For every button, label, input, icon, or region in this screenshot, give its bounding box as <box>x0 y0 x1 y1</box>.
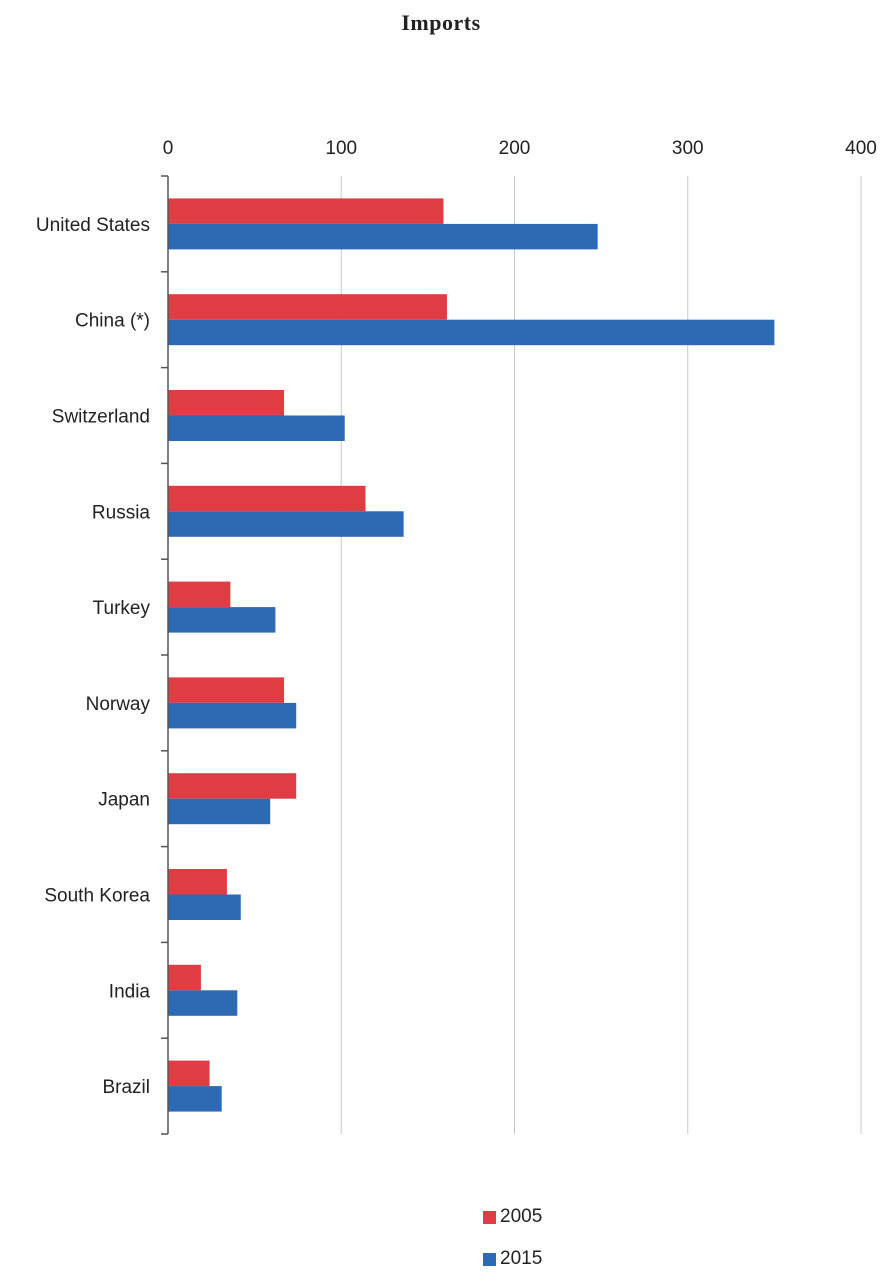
x-tick-label-300: 300 <box>672 138 704 159</box>
bar-2015-norway <box>168 702 297 729</box>
legend: 2005 2015 <box>483 1203 542 1287</box>
x-tick-label-0: 0 <box>163 138 174 159</box>
category-label: Japan <box>98 790 150 811</box>
x-tick-label-200: 200 <box>499 138 531 159</box>
x-tick-label-100: 100 <box>325 138 357 159</box>
bar-2005-japan <box>168 773 297 799</box>
bar-2015-brazil <box>168 1086 222 1112</box>
category-label: China (*) <box>75 311 150 332</box>
y-axis <box>161 175 169 1135</box>
bar-2015-china <box>168 319 775 346</box>
bar-2015-russia <box>168 511 404 537</box>
category-label: India <box>109 981 151 1002</box>
bar-2015-japan <box>168 798 271 825</box>
legend-item-2005: 2005 <box>483 1203 542 1231</box>
bar-2005-united-states <box>168 198 444 224</box>
legend-label-2005: 2005 <box>500 1206 543 1227</box>
category-label: South Korea <box>44 886 150 907</box>
bar-2005-china <box>168 294 447 320</box>
category-labels: United States China (*) Switzerland Russia T… <box>36 215 151 1098</box>
category-label: Russia <box>92 502 151 523</box>
bar-2015-switzerland <box>168 415 345 441</box>
x-tick-label-400: 400 <box>845 138 877 159</box>
bar-2005-russia <box>168 485 366 512</box>
category-label: United States <box>36 215 150 236</box>
bar-2005-india <box>168 964 201 991</box>
bar-2015-united-states <box>168 223 598 250</box>
bar-2005-switzerland <box>168 390 285 416</box>
legend-swatch-2015 <box>483 1252 496 1266</box>
x-tick-labels: 0 100 200 300 400 <box>163 138 877 159</box>
chart-title: Imports <box>401 10 481 35</box>
bar-2015-india <box>168 990 238 1016</box>
category-label: Switzerland <box>52 407 150 428</box>
bar-2015-south-korea <box>168 894 241 920</box>
bar-2015-turkey <box>168 607 276 633</box>
category-label: Brazil <box>102 1077 150 1098</box>
legend-item-2015: 2015 <box>483 1245 542 1273</box>
category-label: Turkey <box>93 598 151 619</box>
bar-2005-south-korea <box>168 869 227 895</box>
legend-swatch-2005 <box>483 1210 496 1224</box>
bar-2005-norway <box>168 677 285 703</box>
category-label: Norway <box>86 694 151 715</box>
bar-2005-turkey <box>168 581 231 608</box>
bar-2005-brazil <box>168 1060 210 1087</box>
bars <box>168 198 775 1112</box>
legend-label-2015: 2015 <box>500 1248 543 1269</box>
